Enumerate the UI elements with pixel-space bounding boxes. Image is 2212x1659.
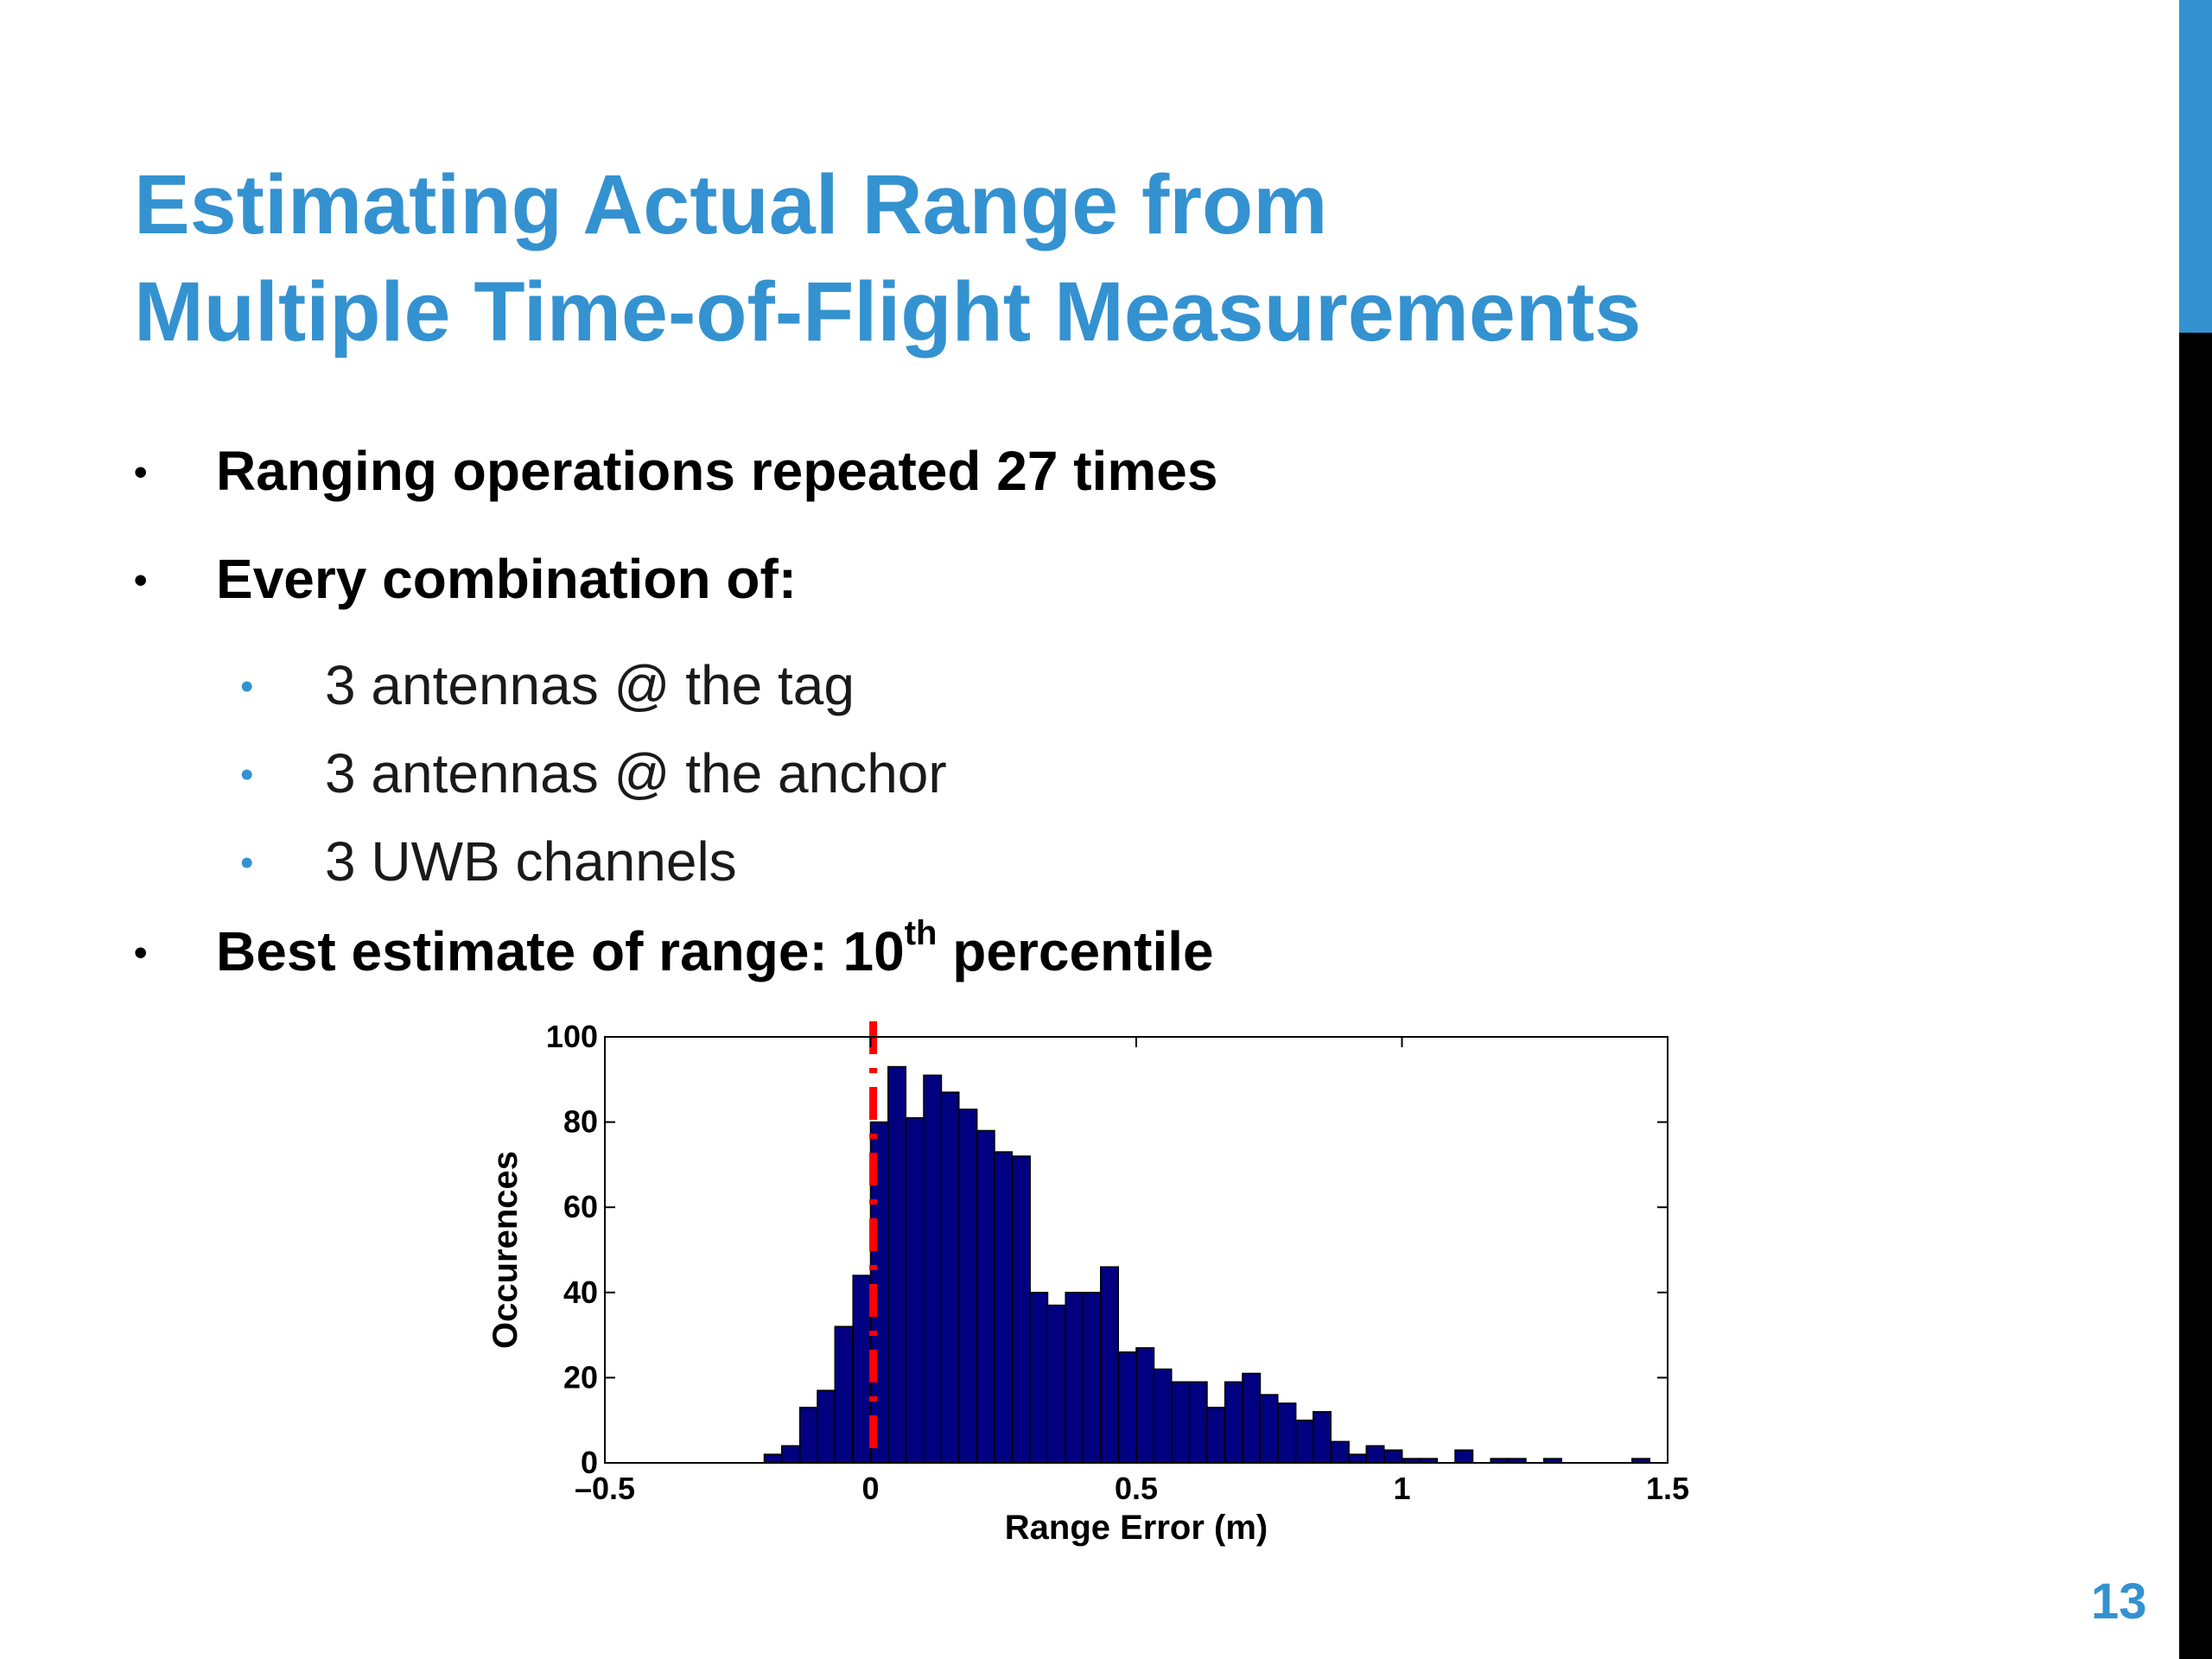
histogram-bar bbox=[1330, 1440, 1350, 1464]
histogram-bar bbox=[1277, 1402, 1297, 1464]
histogram-bar bbox=[1171, 1381, 1191, 1464]
sub-bullet-text: 3 antennas @ the tag bbox=[325, 654, 855, 716]
histogram-bar bbox=[958, 1109, 978, 1464]
histogram-bar bbox=[1383, 1449, 1403, 1464]
histogram-bar bbox=[1242, 1372, 1262, 1464]
histogram-bar bbox=[1224, 1381, 1243, 1464]
histogram-bar bbox=[834, 1325, 854, 1464]
histogram-bar bbox=[1365, 1445, 1385, 1464]
bullet-text: Best estimate of range: 10th percentile bbox=[216, 916, 1214, 983]
x-tick-label: –0.5 bbox=[575, 1471, 635, 1506]
sub-bullet-dot: • bbox=[240, 753, 254, 796]
slide-title-line-1: Estimating Actual Range from bbox=[134, 157, 1328, 251]
bullet-text: Every combination of: bbox=[216, 548, 798, 610]
bullet-dot: • bbox=[134, 931, 148, 974]
histogram-bar bbox=[1011, 1155, 1031, 1464]
y-tick-label: 40 bbox=[563, 1274, 598, 1310]
y-tick-label: 0 bbox=[581, 1445, 598, 1480]
histogram-bar bbox=[905, 1116, 925, 1464]
histogram-bar bbox=[1117, 1351, 1137, 1464]
histogram-bar bbox=[994, 1151, 1014, 1464]
y-tick-label: 60 bbox=[563, 1189, 598, 1224]
x-tick-label: 1 bbox=[1393, 1471, 1410, 1506]
histogram-bar bbox=[1313, 1411, 1332, 1464]
histogram-bar bbox=[1135, 1347, 1155, 1464]
sub-bullet-text: 3 UWB channels bbox=[325, 830, 737, 893]
sub-bullet-text: 3 antennas @ the anchor bbox=[325, 742, 947, 804]
histogram-bar bbox=[1206, 1407, 1226, 1464]
histogram-bar bbox=[1046, 1304, 1066, 1464]
slide-title: Estimating Actual Range from Multiple Ti… bbox=[134, 151, 1641, 365]
bullet-text: Ranging operations repeated 27 times bbox=[216, 440, 1218, 502]
sub-bullet-dot: • bbox=[240, 665, 254, 708]
histogram-bar bbox=[852, 1274, 872, 1464]
histogram-bar bbox=[1153, 1368, 1173, 1464]
y-tick-label: 20 bbox=[563, 1359, 598, 1395]
histogram-bar bbox=[798, 1407, 818, 1464]
histogram-bar bbox=[923, 1074, 943, 1464]
x-axis-label: Range Error (m) bbox=[1005, 1509, 1268, 1547]
histogram-bar bbox=[1188, 1381, 1208, 1464]
histogram-bar bbox=[976, 1129, 995, 1464]
y-tick-label: 80 bbox=[563, 1104, 598, 1140]
histogram-bar bbox=[940, 1091, 960, 1464]
page-number: 13 bbox=[2091, 1573, 2147, 1630]
y-tick-label: 100 bbox=[546, 1019, 598, 1054]
histogram-bar bbox=[1259, 1394, 1279, 1464]
bullet-text-end: percentile bbox=[937, 920, 1214, 982]
histogram-bar bbox=[1348, 1453, 1368, 1464]
sub-bullet-dot: • bbox=[240, 842, 254, 884]
y-axis-label: Occurences bbox=[486, 1151, 524, 1349]
x-tick-label: 0 bbox=[861, 1471, 879, 1506]
bullet-text-main: Best estimate of range: 10 bbox=[216, 920, 905, 982]
histogram-bar bbox=[1454, 1449, 1474, 1464]
histogram-bar bbox=[1082, 1292, 1102, 1464]
histogram-bar bbox=[1029, 1292, 1049, 1464]
bullet-dot: • bbox=[134, 559, 148, 601]
x-tick-label: 1.5 bbox=[1646, 1471, 1689, 1506]
histogram-bar bbox=[1294, 1419, 1314, 1464]
histogram-bar bbox=[1065, 1292, 1084, 1464]
slide-title-line-2: Multiple Time-of-Flight Measurements bbox=[134, 264, 1642, 359]
ordinal-suffix: th bbox=[904, 914, 938, 952]
histogram-bar bbox=[817, 1389, 836, 1464]
histogram-bar bbox=[781, 1445, 801, 1464]
x-tick-label: 0.5 bbox=[1115, 1471, 1158, 1506]
histogram-bar bbox=[1100, 1266, 1120, 1464]
accent-sidebar-top bbox=[2179, 0, 2212, 333]
bullet-dot: • bbox=[134, 451, 148, 493]
accent-sidebar-bottom bbox=[2179, 333, 2212, 1659]
histogram-bar bbox=[763, 1453, 783, 1464]
histogram-bar bbox=[887, 1065, 907, 1464]
